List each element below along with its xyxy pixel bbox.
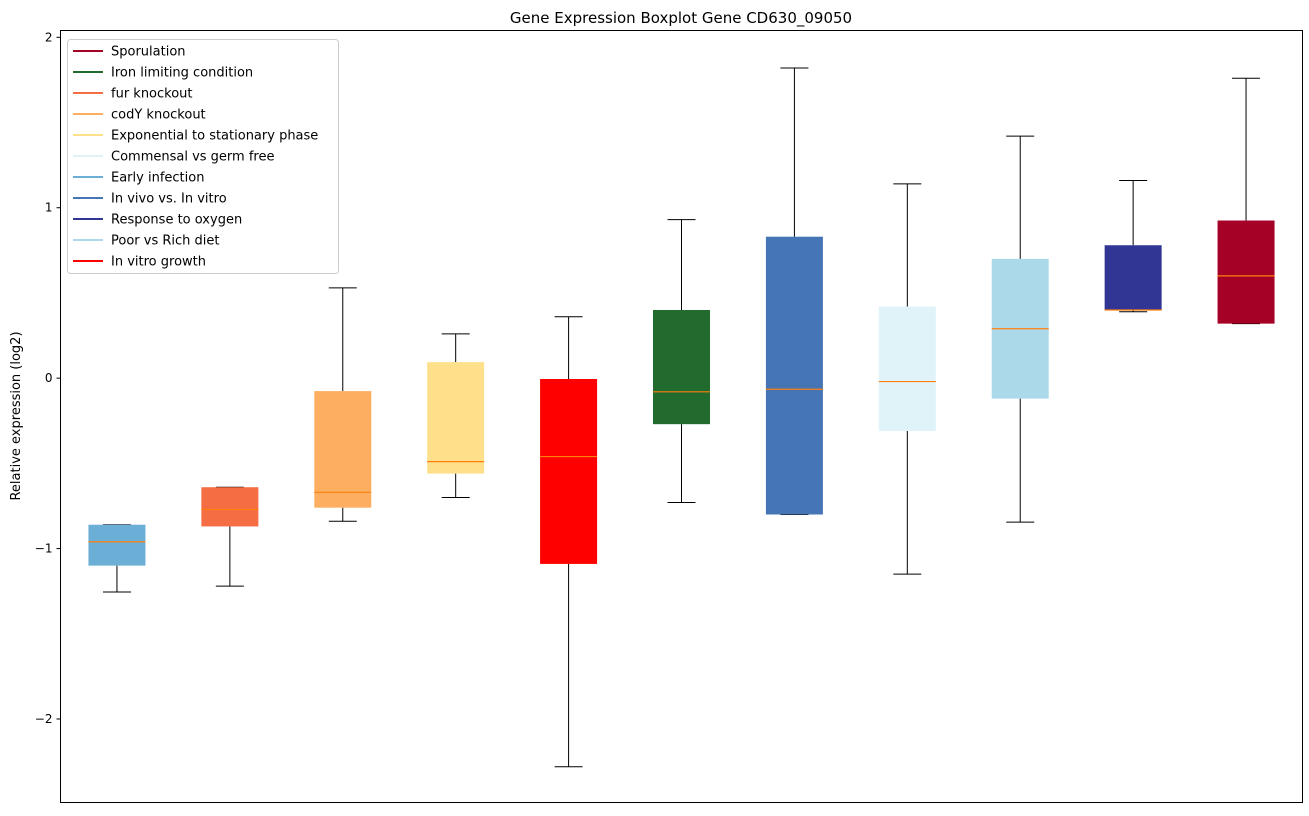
box-iron-limiting-condition <box>653 219 710 504</box>
box-cody-knockout <box>314 287 372 522</box>
legend-label: fur knockout <box>111 87 193 102</box>
box-poor-vs-rich-diet <box>991 135 1049 523</box>
legend-label: Commensal vs germ free <box>111 150 274 165</box>
legend-label: Iron limiting condition <box>111 66 253 81</box>
y-tick-label: 1 <box>45 201 53 215</box>
box-fur-knockout <box>201 486 259 587</box>
box-sporulation <box>1217 77 1275 325</box>
box-in-vitro-growth <box>540 316 598 768</box>
axes-frame <box>60 30 1303 803</box>
box-body <box>540 379 598 564</box>
legend-label: Response to oxygen <box>111 213 242 228</box>
legend-box <box>67 39 339 274</box>
box-in-vivo-vs-in-vitro <box>765 67 823 515</box>
legend-label: Early infection <box>111 171 204 186</box>
box-body <box>201 487 259 527</box>
box-body <box>765 236 823 515</box>
box-response-to-oxygen <box>1104 179 1162 313</box>
legend-label: In vitro growth <box>111 255 206 270</box>
legend-label: In vivo vs. In vitro <box>111 192 227 207</box>
legend-label: Exponential to stationary phase <box>111 129 318 144</box>
y-tick-label: 0 <box>45 371 53 385</box>
box-body <box>1104 245 1162 310</box>
y-tick-label: −1 <box>35 542 53 556</box>
chart-title: Gene Expression Boxplot Gene CD630_09050 <box>510 9 852 28</box>
y-tick-label: −2 <box>35 712 53 726</box>
box-body <box>427 362 485 474</box>
box-early-infection <box>88 524 146 593</box>
box-body <box>878 306 936 431</box>
legend-label: codY knockout <box>111 108 206 123</box>
box-body <box>1217 220 1275 324</box>
box-body <box>314 391 372 508</box>
y-tick-label: 2 <box>45 30 53 44</box>
box-exponential-to-stationary-phase <box>427 333 485 498</box>
box-commensal-vs-germ-free <box>878 183 936 575</box>
legend-label: Sporulation <box>111 45 186 60</box>
legend-label: Poor vs Rich diet <box>111 234 219 249</box>
box-body <box>88 524 146 566</box>
y-axis-label: Relative expression (log2) <box>9 331 24 500</box>
box-body <box>653 309 710 425</box>
